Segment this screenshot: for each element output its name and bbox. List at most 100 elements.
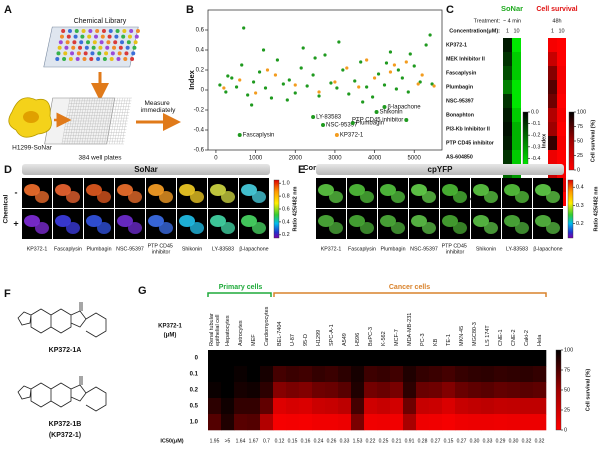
heat-cell [507,382,521,399]
plate-well [112,45,117,50]
concentration: 1 [551,28,554,34]
cell-image [24,184,40,196]
colorbar-tick-label: -0.1 [531,121,540,127]
scatter-point [365,58,369,62]
scatter-point [416,82,420,86]
heat-cell [312,414,326,431]
heat-cell [494,414,508,431]
heat-cell [390,382,404,399]
y-tick-label: 0 [201,88,205,94]
concentration: 10 [513,28,519,34]
heat-cell [286,414,300,431]
plate-well [122,29,127,33]
plate-well [68,57,73,61]
compound-label: Shikonin [182,246,202,252]
scatter-point [392,63,397,67]
cell-image [66,222,80,234]
column-label: KB [433,338,439,346]
heat-cell [247,382,261,399]
plate-well [84,45,89,50]
heat-cell [548,108,557,122]
heat-cell [247,414,261,431]
heat-cell [507,366,521,383]
heat-cell [312,398,326,415]
heat-cell [481,350,495,367]
cell-image [349,215,365,227]
plate-well [93,34,98,39]
panel-f: F KP372-1A KP372-1B (KP372-1) [4,288,107,439]
plate-well [78,45,83,50]
heat-cell [481,414,495,431]
colorbar-tick-label: 50 [577,138,583,144]
plate-well [121,34,126,39]
heat-cell [299,366,313,383]
plate-well [87,34,92,39]
plate-well [71,45,76,50]
panel-label: A [4,4,12,16]
plate-well [98,45,103,50]
heat-cell [338,350,352,367]
heat-cell [260,366,274,383]
colorbar-tick-label: 0 [564,427,567,433]
heat-cell [299,414,313,431]
panel-header [316,164,564,175]
column-label: 95-D [303,334,309,346]
hit-point [334,133,339,137]
cell-image [128,191,142,203]
cell-image [97,222,111,234]
compound-label: Fascaplysin [446,70,476,76]
column-label: Hepatocytes [225,315,231,346]
heat-cell [548,38,557,52]
cell-image [210,215,226,227]
cell-image [159,191,173,203]
heat-cell [325,414,339,431]
heat-cell [416,350,430,367]
structure-b [17,376,107,412]
row-label: 0.2 [190,388,199,394]
colorbar-tick-label: 0.4 [282,219,290,225]
heat-cell [247,398,261,415]
ic50-value: 0.91 [405,438,415,444]
hit-label: Shikonin [380,110,403,116]
compound-label: PTP CD45 inhibitor [148,244,175,256]
treatment-time: ~ 4 min [503,18,521,24]
cell-image [179,184,195,196]
plate-well [124,51,129,56]
panel-title: SoNar [134,165,158,174]
scatter-point [287,78,291,82]
heat-cell [338,382,352,399]
compound-label: PTP CD45 inhibitor [442,244,469,256]
plate-well [102,57,107,61]
scatter-point [253,91,258,95]
ic50-value: 0.21 [392,438,402,444]
cell-image [422,222,436,234]
cell-image [252,222,266,234]
ic50-value: 0.28 [418,438,428,444]
colorbar-tick-label: -0.2 [531,133,540,139]
scatter-point [265,68,270,72]
cell-image [546,222,560,234]
panel-title: cpYFP [428,165,454,174]
scatter-point [285,98,289,102]
scatter-point [257,70,262,74]
nucleus-icon [23,111,39,123]
heat-cell [221,366,235,383]
y-tick-label: -0.6 [194,148,205,154]
cell-image [453,191,467,203]
heat-cell [273,366,287,383]
heat-cell [503,108,512,122]
heat-cell [503,122,512,136]
cell-image [473,184,489,196]
column-label: MKN-45 [459,326,465,346]
ic50-value: 1.64 [236,438,246,444]
heat-cell [503,66,512,80]
plate-well [61,29,66,33]
column-label: CNE-1 [498,329,504,346]
plate-well [117,51,122,56]
heat-cell [377,398,391,415]
heat-cell [377,366,391,383]
heat-cell [548,122,557,136]
cell-image [546,191,560,203]
heat-cell [507,414,521,431]
heat-cell [503,38,512,52]
